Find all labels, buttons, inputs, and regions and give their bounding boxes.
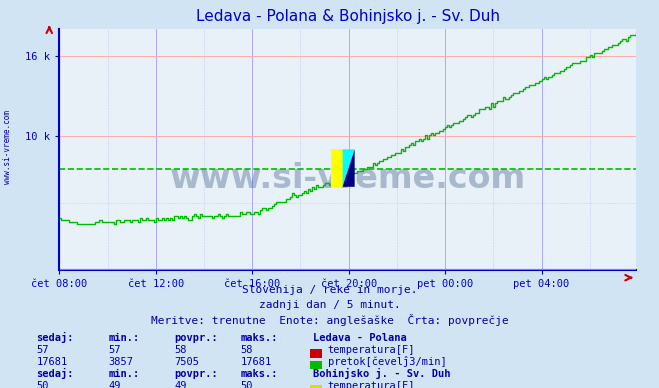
Text: min.:: min.: <box>109 333 140 343</box>
Text: povpr.:: povpr.: <box>175 333 218 343</box>
Text: Ledava - Polana: Ledava - Polana <box>313 333 407 343</box>
Text: 7505: 7505 <box>175 357 200 367</box>
Text: 17681: 17681 <box>36 357 67 367</box>
Text: 58: 58 <box>175 345 187 355</box>
Text: temperatura[F]: temperatura[F] <box>328 345 415 355</box>
Text: 49: 49 <box>175 381 187 388</box>
Text: min.:: min.: <box>109 369 140 379</box>
Bar <box>331 149 343 187</box>
Text: www.si-vreme.com: www.si-vreme.com <box>3 111 13 184</box>
Text: Slovenija / reke in morje.: Slovenija / reke in morje. <box>242 285 417 295</box>
Text: www.si-vreme.com: www.si-vreme.com <box>169 162 526 195</box>
Text: pretok[čevelĵ3/min]: pretok[čevelĵ3/min] <box>328 356 446 367</box>
Text: 17681: 17681 <box>241 357 272 367</box>
Text: povpr.:: povpr.: <box>175 369 218 379</box>
Text: Bohinjsko j. - Sv. Duh: Bohinjsko j. - Sv. Duh <box>313 368 451 379</box>
Text: 57: 57 <box>36 345 49 355</box>
Polygon shape <box>343 149 355 187</box>
Text: sedaj:: sedaj: <box>36 368 74 379</box>
Text: 50: 50 <box>36 381 49 388</box>
Text: Meritve: trenutne  Enote: anglešaške  Črta: povprečje: Meritve: trenutne Enote: anglešaške Črta… <box>151 314 508 326</box>
Text: 49: 49 <box>109 381 121 388</box>
Text: 57: 57 <box>109 345 121 355</box>
Title: Ledava - Polana & Bohinjsko j. - Sv. Duh: Ledava - Polana & Bohinjsko j. - Sv. Duh <box>196 9 500 24</box>
Text: 3857: 3857 <box>109 357 134 367</box>
Text: 58: 58 <box>241 345 253 355</box>
Text: temperatura[F]: temperatura[F] <box>328 381 415 388</box>
Polygon shape <box>343 149 355 187</box>
Text: zadnji dan / 5 minut.: zadnji dan / 5 minut. <box>258 300 401 310</box>
Text: 50: 50 <box>241 381 253 388</box>
Text: sedaj:: sedaj: <box>36 333 74 343</box>
Text: maks.:: maks.: <box>241 333 278 343</box>
Text: maks.:: maks.: <box>241 369 278 379</box>
